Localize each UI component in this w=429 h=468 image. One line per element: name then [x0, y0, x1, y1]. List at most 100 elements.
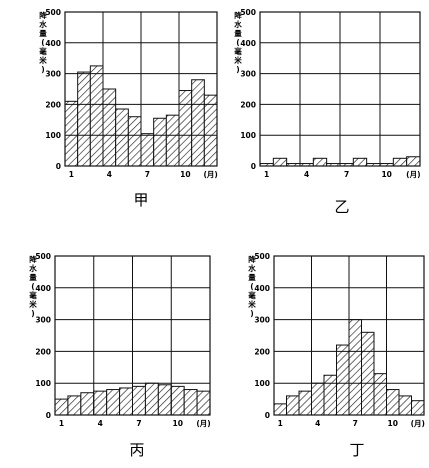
y-tick-label: 300: [35, 316, 51, 325]
plot-frame: [273, 255, 425, 416]
x-tick-label: 10: [172, 419, 182, 428]
bar-month-7: [348, 319, 362, 416]
y-tick-label: 0: [251, 162, 256, 171]
bar-month-2: [67, 395, 82, 416]
x-tick-label: 7: [136, 419, 141, 428]
x-tick-label: (月): [406, 170, 420, 179]
bar-month-2: [272, 157, 288, 167]
bar-month-10: [386, 389, 400, 416]
chart-panel-4: 0 100 200 300 400 500 1 4 7 10 (月) 降水量(毫米) 丁: [248, 252, 425, 459]
x-tick-label: 10: [388, 419, 398, 428]
bar-month-1: [64, 100, 79, 167]
bar-month-4: [311, 382, 325, 416]
y-tick-label: 0: [265, 411, 270, 420]
y-tick-label: 300: [254, 316, 270, 325]
bar-month-11: [392, 157, 408, 167]
bar-month-8: [352, 157, 368, 167]
panel-label: 丁: [349, 441, 364, 459]
y-tick-label: 400: [45, 39, 61, 48]
y-tick-label: 0: [56, 162, 61, 171]
x-tick-label: (月): [411, 419, 425, 428]
bar-month-11: [183, 389, 198, 416]
bar-month-7: [140, 133, 155, 167]
panel-label: 甲: [133, 191, 148, 209]
chart-panel-2: 0 100 200 300 400 500 1 4 7 10 (月) 降水量(毫米) 乙: [234, 8, 421, 216]
bar-month-2: [286, 395, 300, 416]
bar-month-8: [144, 382, 159, 416]
bar-month-12: [196, 390, 211, 416]
x-tick-label: 4: [315, 419, 320, 428]
x-tick-label: 10: [180, 170, 190, 179]
chart-panel-3: 0 100 200 300 400 500 1 4 7 10 (月) 降水量(毫米) 丙: [29, 252, 210, 459]
y-tick-label: 100: [35, 379, 51, 388]
x-tick-label: 4: [107, 170, 112, 179]
x-tick-label: 1: [278, 419, 283, 428]
x-tick-label: 7: [353, 419, 358, 428]
bar-month-12: [406, 156, 421, 167]
bar-month-11: [191, 79, 205, 167]
bar-month-9: [157, 384, 172, 416]
bar-month-6: [127, 116, 142, 167]
bar-month-8: [361, 331, 375, 416]
bar-month-11: [398, 395, 412, 416]
bar-month-1: [54, 398, 69, 416]
plot-frame: [259, 11, 421, 167]
bar-month-5: [115, 108, 129, 167]
y-tick-label: 500: [254, 252, 270, 261]
x-tick-label: 10: [381, 170, 391, 179]
x-tick-label: (月): [203, 170, 217, 179]
y-tick-label: 500: [35, 252, 51, 261]
bar-month-12: [411, 400, 425, 416]
y-tick-label: 400: [240, 39, 256, 48]
bar-month-6: [336, 344, 350, 416]
x-tick-label: 4: [98, 419, 103, 428]
y-axis-label: 降水量(毫米): [39, 10, 47, 74]
panel-label: 乙: [334, 198, 349, 216]
y-axis-label: 降水量(毫米): [29, 254, 37, 318]
x-tick-label: 1: [59, 419, 64, 428]
bar-month-1: [273, 403, 287, 416]
panel-label: 丙: [129, 441, 144, 459]
y-tick-label: 500: [45, 8, 61, 17]
x-tick-label: (月): [196, 419, 210, 428]
bar-month-10: [178, 90, 193, 167]
bar-month-10: [170, 385, 185, 416]
bar-month-4: [93, 390, 108, 416]
y-tick-label: 400: [254, 284, 270, 293]
bar-month-5: [312, 157, 328, 167]
plot-frame: [64, 11, 218, 167]
bar-month-5: [106, 389, 121, 416]
x-tick-label: 4: [304, 170, 309, 179]
bar-month-9: [373, 373, 387, 416]
x-tick-label: 7: [145, 170, 150, 179]
bar-month-9: [165, 114, 180, 167]
y-tick-label: 200: [254, 347, 270, 356]
x-tick-label: 1: [264, 170, 269, 179]
y-tick-label: 100: [254, 379, 270, 388]
bar-month-3: [298, 390, 312, 416]
y-tick-label: 300: [240, 70, 256, 79]
x-tick-label: 1: [69, 170, 74, 179]
bar-month-5: [323, 374, 337, 416]
bar-month-3: [89, 65, 104, 167]
y-tick-label: 300: [45, 70, 61, 79]
y-axis-label: 降水量(毫米): [248, 254, 256, 318]
bar-month-4: [102, 88, 117, 167]
x-tick-label: 7: [344, 170, 349, 179]
y-tick-label: 200: [45, 100, 61, 109]
bar-month-3: [80, 392, 95, 416]
plot-frame: [54, 255, 211, 416]
chart-panel-1: 0 100 200 300 400 500 1 4 7 10 (月) 降水量(毫米) 甲: [39, 8, 218, 209]
y-tick-label: 200: [240, 100, 256, 109]
bar-month-6: [119, 387, 134, 416]
y-tick-label: 100: [240, 131, 256, 140]
y-tick-label: 500: [240, 8, 256, 17]
bar-month-2: [77, 71, 91, 167]
bar-month-12: [203, 94, 218, 167]
y-tick-label: 200: [35, 347, 51, 356]
y-tick-label: 100: [45, 131, 61, 140]
y-tick-label: 0: [46, 411, 51, 420]
y-axis-label: 降水量(毫米): [234, 10, 242, 74]
